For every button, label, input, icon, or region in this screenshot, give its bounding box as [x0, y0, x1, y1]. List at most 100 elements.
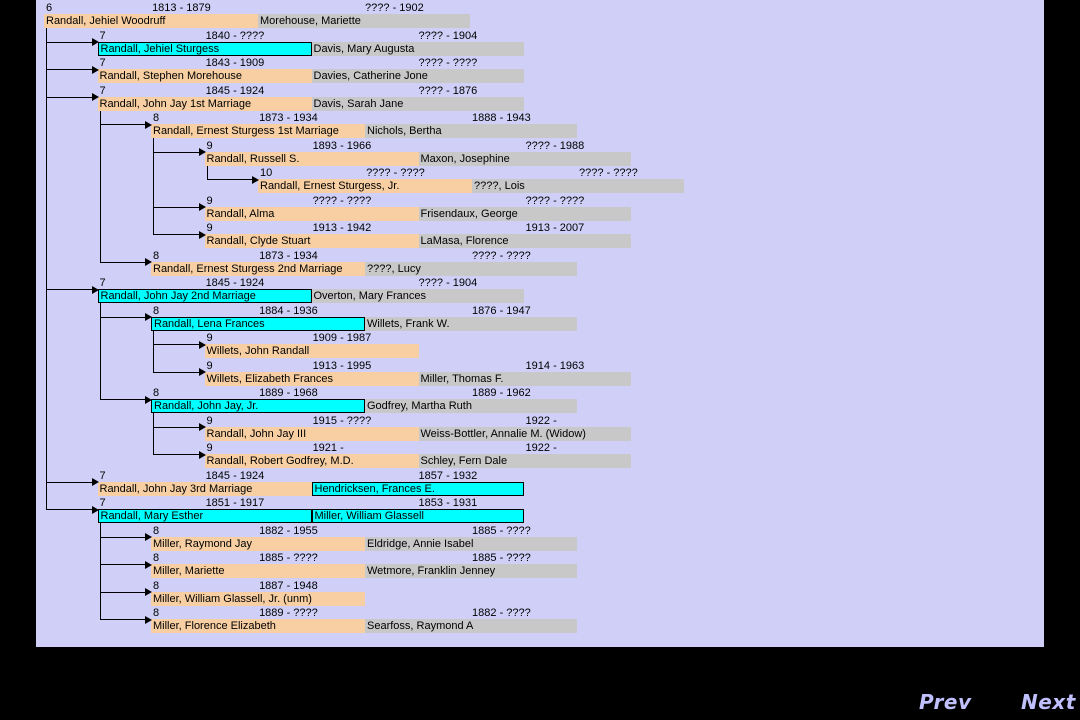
person-dates: 1873 - 1934	[259, 112, 318, 124]
spouse-name-box[interactable]: LaMasa, Florence	[418, 234, 631, 248]
spouse-dates: 1913 - 2007	[525, 222, 585, 234]
generation-number: 8	[153, 579, 160, 592]
spouse-name-box[interactable]: Hendricksen, Frances E.	[311, 481, 524, 496]
person-name-box[interactable]: Randall, John Jay III	[204, 426, 419, 441]
connector-line	[153, 344, 201, 345]
arrow-icon	[91, 93, 99, 101]
spouse-name-box[interactable]: Davies, Catherine Jone	[311, 69, 524, 83]
generation-number: 8	[153, 552, 160, 564]
person-name-box[interactable]: Randall, John Jay 1st Marriage	[97, 96, 312, 111]
person-dates: 1921 -	[312, 442, 344, 454]
connector-line	[46, 69, 94, 70]
spouse-dates: 1885 - ????	[472, 552, 531, 564]
spouse-dates: 1922 -	[525, 414, 557, 427]
connector-line	[153, 206, 201, 208]
spouse-dates: ???? - 1988	[525, 139, 585, 152]
connector-line	[153, 426, 201, 428]
person-name-box[interactable]: Miller, William Glassell, Jr. (unm)	[151, 591, 365, 606]
connector-line	[153, 234, 201, 235]
spouse-name-box[interactable]: Searfoss, Raymond A	[365, 619, 577, 633]
person-name-box[interactable]: Randall, Ernest Sturgess 2nd Marriage	[151, 261, 365, 276]
generation-number: 9	[206, 359, 213, 372]
generation-number: 8	[153, 112, 160, 124]
spouse-name-box[interactable]: ????, Lucy	[365, 261, 577, 276]
spouse-name-box[interactable]: Maxon, Josephine	[418, 151, 631, 166]
connector-line	[99, 303, 101, 399]
generation-number: 9	[206, 414, 213, 427]
person-dates: 1851 - 1917	[205, 497, 265, 509]
person-name-box[interactable]: Randall, Alma	[204, 206, 419, 221]
person-name-box[interactable]: Randall, John Jay, Jr.	[151, 399, 365, 413]
generation-number: 7	[99, 57, 106, 69]
generation-number: 8	[153, 387, 160, 399]
spouse-name-box[interactable]: Overton, Mary Frances	[311, 289, 524, 303]
person-name-box[interactable]: Randall, Robert Godfrey, M.D.	[204, 454, 419, 468]
spouse-name-box[interactable]: Weiss-Bottler, Annalie M. (Widow)	[418, 426, 631, 441]
spouse-name-box[interactable]: Miller, William Glassell	[311, 509, 524, 523]
connector-line	[153, 454, 201, 455]
spouse-dates: 1853 - 1931	[418, 497, 478, 509]
connector-line	[99, 399, 147, 400]
next-button[interactable]: Next	[1021, 690, 1076, 714]
generation-number: 8	[153, 304, 160, 317]
connector-line	[99, 124, 147, 125]
person-name-box[interactable]: Randall, Clyde Stuart	[204, 234, 419, 248]
spouse-name-box[interactable]: Schley, Fern Dale	[418, 454, 631, 468]
person-dates: 1882 - 1955	[259, 524, 318, 537]
person-name-box[interactable]: Randall, John Jay 3rd Marriage	[97, 481, 312, 496]
person-name-box[interactable]: Miller, Florence Elizabeth	[151, 619, 365, 633]
arrow-icon	[198, 203, 206, 211]
spouse-name-box[interactable]: Miller, Thomas F.	[418, 371, 631, 386]
spouse-dates: 1888 - 1943	[472, 112, 531, 124]
person-dates: 1884 - 1936	[259, 304, 318, 317]
spouse-name-box[interactable]: Frisendaux, George	[418, 206, 631, 221]
connector-line	[46, 289, 94, 290]
arrow-icon	[91, 505, 99, 514]
spouse-name-box[interactable]: Davis, Sarah Jane	[311, 96, 524, 111]
spouse-name-box[interactable]: ????, Lois	[472, 179, 684, 193]
person-name-box[interactable]: Randall, Mary Esther	[97, 509, 312, 523]
connector-line	[46, 41, 94, 43]
arrow-icon	[198, 423, 206, 431]
person-name-box[interactable]: Willets, John Randall	[204, 344, 419, 358]
spouse-dates: ???? - 1904	[418, 277, 478, 289]
person-dates: ???? - ????	[312, 194, 372, 207]
person-name-box[interactable]: Miller, Raymond Jay	[151, 536, 365, 551]
arrow-icon	[145, 120, 152, 129]
person-name-box[interactable]: Miller, Mariette	[151, 564, 365, 578]
spouse-name-box[interactable]: Godfrey, Martha Ruth	[365, 399, 577, 413]
person-name-box[interactable]: Willets, Elizabeth Frances	[204, 371, 419, 386]
connector-line	[46, 28, 47, 509]
connector-line	[99, 591, 147, 593]
person-name-box[interactable]: Randall, Jehiel Sturgess	[97, 41, 312, 56]
arrow-icon	[145, 313, 152, 321]
person-name-box[interactable]: Randall, Lena Frances	[151, 316, 365, 331]
generation-number: 7	[99, 84, 106, 97]
person-name-box[interactable]: Randall, Ernest Sturgess 1st Marriage	[151, 124, 365, 138]
person-name-box[interactable]: Randall, Ernest Sturgess, Jr.	[258, 179, 472, 193]
generation-number: 8	[153, 524, 160, 537]
spouse-name-box[interactable]: Willets, Frank W.	[365, 316, 577, 331]
spouse-name-box[interactable]: Wetmore, Franklin Jenney	[365, 564, 577, 578]
person-name-box[interactable]: Randall, Jehiel Woodruff	[44, 14, 258, 28]
person-name-box[interactable]: Randall, Russell S.	[204, 151, 419, 166]
person-dates: 1909 - 1987	[312, 332, 372, 344]
person-dates: 1889 - ????	[259, 607, 318, 619]
generation-number: 7	[99, 277, 106, 289]
spouse-name-box[interactable]: Morehouse, Mariette	[258, 14, 470, 28]
arrow-icon	[145, 588, 152, 596]
generation-number: 9	[206, 442, 213, 454]
prev-button[interactable]: Prev	[919, 690, 972, 714]
arrow-icon	[198, 340, 206, 349]
arrow-icon	[198, 230, 206, 239]
person-name-box[interactable]: Randall, Stephen Morehouse	[97, 69, 312, 83]
spouse-dates: ???? - ????	[418, 57, 478, 69]
spouse-name-box[interactable]: Eldridge, Annie Isabel	[365, 536, 577, 551]
spouse-name-box[interactable]: Davis, Mary Augusta	[311, 41, 524, 56]
spouse-name-box[interactable]: Nichols, Bertha	[365, 124, 577, 138]
person-name-box[interactable]: Randall, John Jay 2nd Marriage	[97, 289, 312, 303]
spouse-dates: 1922 -	[525, 442, 557, 454]
generation-number: 9	[206, 222, 213, 234]
person-dates: 1845 - 1924	[205, 277, 265, 289]
arrow-icon	[91, 65, 99, 74]
